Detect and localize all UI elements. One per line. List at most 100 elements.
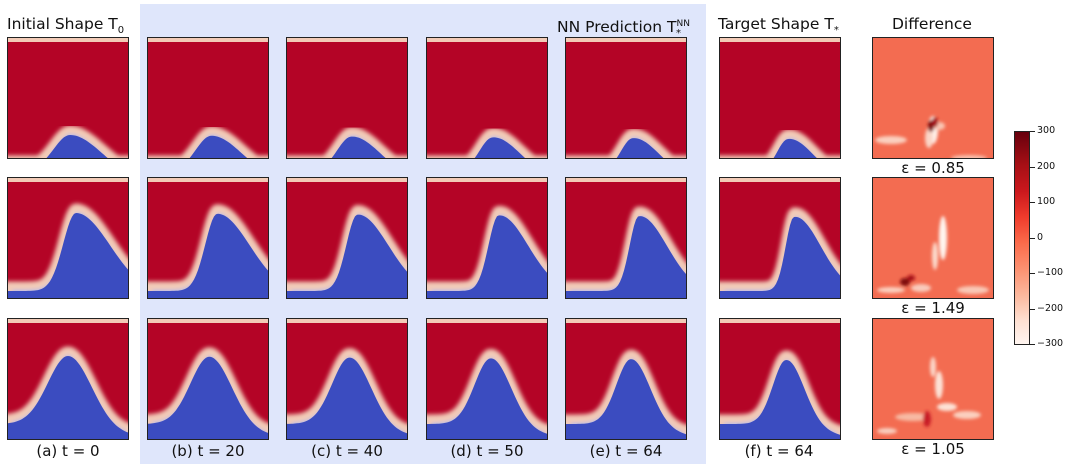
cold-region bbox=[566, 359, 686, 439]
cold-region bbox=[566, 216, 686, 298]
top-boundary bbox=[427, 319, 547, 323]
top-boundary bbox=[720, 319, 840, 323]
colorbar-label-minus-200: −200 bbox=[1037, 303, 1064, 314]
top-boundary bbox=[148, 178, 268, 182]
shape-heatmap bbox=[287, 178, 407, 298]
shape-panel bbox=[719, 37, 841, 159]
shape-heatmap bbox=[8, 38, 128, 158]
cold-region bbox=[189, 135, 248, 158]
colorbar-label-300: 300 bbox=[1037, 125, 1056, 136]
title-difference: Difference bbox=[892, 15, 972, 33]
shape-heatmap bbox=[8, 319, 128, 439]
difference-spot bbox=[935, 371, 943, 399]
caption-d: (d) t = 50 bbox=[450, 442, 524, 460]
shape-heatmap bbox=[287, 38, 407, 158]
top-boundary bbox=[8, 319, 128, 323]
top-boundary bbox=[148, 319, 268, 323]
shape-heatmap bbox=[720, 178, 840, 298]
top-boundary bbox=[8, 38, 128, 42]
cold-region bbox=[148, 356, 268, 439]
shape-heatmap bbox=[148, 319, 268, 439]
cold-region bbox=[287, 357, 407, 439]
cold-region bbox=[720, 216, 840, 298]
colorbar-label-200: 200 bbox=[1037, 161, 1056, 172]
difference-spot bbox=[907, 275, 915, 281]
shape-panel bbox=[565, 177, 687, 299]
colorbar-tick bbox=[1030, 202, 1035, 203]
caption-b: (b) t = 20 bbox=[171, 442, 245, 460]
difference-spot bbox=[900, 278, 910, 286]
caption-f: (f) t = 64 bbox=[744, 442, 814, 460]
shape-heatmap bbox=[720, 319, 840, 439]
difference-panel bbox=[872, 37, 994, 159]
difference-heatmap bbox=[873, 178, 993, 298]
colorbar-tick bbox=[1030, 131, 1035, 132]
colorbar-label-0: 0 bbox=[1037, 232, 1044, 243]
colorbar-label-100: 100 bbox=[1037, 196, 1056, 207]
difference-heatmap bbox=[873, 319, 993, 439]
shape-panel bbox=[565, 318, 687, 440]
colorbar-tick bbox=[1030, 167, 1035, 168]
difference-background bbox=[873, 319, 993, 439]
top-boundary bbox=[720, 178, 840, 182]
cold-region bbox=[773, 138, 817, 158]
difference-heatmap bbox=[873, 38, 993, 158]
error-label-row-2: ε = 1.49 bbox=[901, 299, 965, 317]
top-boundary bbox=[566, 178, 686, 182]
shape-panel bbox=[7, 37, 129, 159]
shape-heatmap bbox=[287, 319, 407, 439]
shape-heatmap bbox=[8, 178, 128, 298]
shape-panel bbox=[286, 318, 408, 440]
difference-spot bbox=[911, 284, 931, 292]
shape-panel bbox=[147, 37, 269, 159]
top-boundary bbox=[287, 178, 407, 182]
shape-heatmap bbox=[566, 38, 686, 158]
difference-spot bbox=[953, 411, 981, 419]
cold-region bbox=[427, 215, 547, 298]
shape-panel bbox=[147, 318, 269, 440]
shape-panel bbox=[719, 318, 841, 440]
colorbar-tick bbox=[1030, 309, 1035, 310]
shape-heatmap bbox=[148, 38, 268, 158]
top-boundary bbox=[720, 38, 840, 42]
difference-spot bbox=[932, 242, 938, 270]
difference-spot bbox=[937, 403, 957, 411]
difference-spot bbox=[932, 117, 938, 127]
cold-region bbox=[148, 213, 268, 298]
top-boundary bbox=[566, 319, 686, 323]
shape-panel bbox=[7, 177, 129, 299]
difference-spot bbox=[877, 428, 897, 434]
difference-spot bbox=[951, 155, 987, 158]
shape-panel bbox=[719, 177, 841, 299]
shape-heatmap bbox=[427, 178, 547, 298]
difference-spot bbox=[877, 287, 905, 293]
shape-panel bbox=[426, 318, 548, 440]
cold-region bbox=[8, 213, 128, 298]
cold-region bbox=[8, 356, 128, 439]
caption-c: (c) t = 40 bbox=[311, 442, 383, 460]
difference-spot bbox=[957, 286, 989, 294]
difference-spot bbox=[895, 413, 931, 421]
cold-region bbox=[46, 135, 108, 158]
shape-panel bbox=[565, 37, 687, 159]
difference-background bbox=[873, 178, 993, 298]
cold-region bbox=[474, 137, 525, 158]
shape-heatmap bbox=[566, 319, 686, 439]
shape-panel bbox=[7, 318, 129, 440]
cold-region bbox=[287, 214, 407, 298]
top-boundary bbox=[427, 178, 547, 182]
colorbar-tick bbox=[1030, 344, 1035, 345]
shape-panel bbox=[426, 37, 548, 159]
error-label-row-1: ε = 0.85 bbox=[901, 159, 965, 177]
colorbar-label-minus-100: −100 bbox=[1037, 267, 1064, 278]
top-boundary bbox=[148, 38, 268, 42]
colorbar bbox=[1014, 131, 1030, 345]
difference-spot bbox=[939, 216, 947, 260]
colorbar-tick bbox=[1030, 238, 1035, 239]
difference-panel bbox=[872, 318, 994, 440]
shape-panel bbox=[286, 177, 408, 299]
shape-panel bbox=[147, 177, 269, 299]
title-target-shape: Target Shape T* bbox=[718, 15, 839, 37]
cold-region bbox=[427, 358, 547, 439]
shape-panel bbox=[286, 37, 408, 159]
